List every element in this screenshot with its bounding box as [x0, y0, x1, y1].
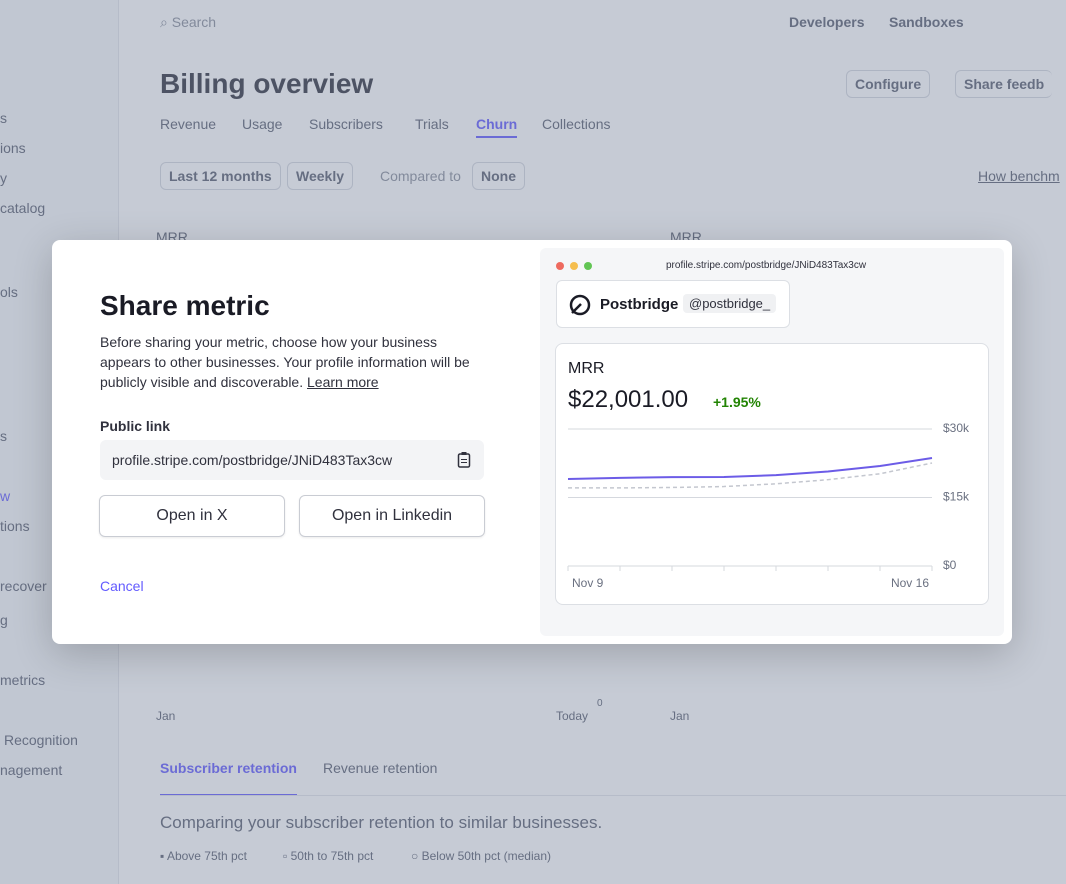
benchmark-link[interactable]: How benchm: [978, 168, 1060, 184]
y-tick-label: $0: [943, 558, 957, 572]
learn-more-link[interactable]: Learn more: [307, 374, 379, 390]
sidebar-item[interactable]: tions: [0, 518, 30, 534]
link-text: profile.stripe.com/postbridge/JNiD483Tax…: [112, 452, 393, 468]
window-dot: [570, 262, 578, 270]
open-linkedin-button[interactable]: Open in Linkedin: [299, 495, 485, 537]
modal-title: Share metric: [100, 290, 270, 321]
axis-label: Jan: [156, 709, 176, 723]
tab[interactable]: Collections: [542, 116, 611, 132]
tab[interactable]: Subscribers: [309, 116, 383, 132]
tab[interactable]: Revenue: [160, 116, 217, 132]
y-tick-label: $15k: [943, 490, 970, 504]
profile-card: Postbridge @postbridge_: [556, 280, 790, 328]
line-series: [567, 457, 933, 481]
tab[interactable]: Usage: [242, 116, 283, 132]
legend-item: ▪ Above 75th pct: [160, 849, 247, 863]
profile-handle: @postbridge_: [683, 294, 777, 313]
sidebar-item[interactable]: s: [0, 110, 7, 126]
preview-panel: profile.stripe.com/postbridge/JNiD483Tax…: [540, 248, 1004, 636]
retention-tab[interactable]: Revenue retention: [323, 760, 438, 776]
legend-text: 50th to 75th pct: [290, 849, 374, 863]
sidebar-item[interactable]: s: [0, 428, 7, 444]
axis-label: Jan: [670, 709, 690, 723]
window-dot: [556, 262, 564, 270]
metric-amount: $22,001.00: [568, 386, 689, 413]
window-dot: [584, 262, 592, 270]
sidebar-item[interactable]: y: [0, 170, 7, 186]
y-tick-label: $30k: [943, 421, 970, 435]
page-title: Billing overview: [160, 68, 374, 99]
search-text: Search: [171, 14, 217, 30]
compare-filter[interactable]: None: [472, 162, 525, 190]
share-modal: Share metric Before sharing your metric,…: [52, 240, 1012, 644]
axis-label: Today: [556, 709, 589, 723]
sidebar-item[interactable]: metrics: [0, 672, 46, 688]
range-filter[interactable]: Last 12 months: [160, 162, 281, 190]
nav-link[interactable]: Sandboxes: [889, 14, 964, 30]
open-x-button[interactable]: Open in X: [99, 495, 285, 537]
metric-card: MRR $22,001.00 +1.95%: [555, 343, 989, 605]
sidebar-item[interactable]: nagement: [0, 762, 63, 778]
sidebar-item[interactable]: ions: [0, 140, 26, 156]
tab[interactable]: Churn: [476, 116, 518, 138]
legend-text: Below 50th pct (median): [421, 849, 551, 863]
link-field[interactable]: profile.stripe.com/postbridge/JNiD483Tax…: [100, 440, 484, 480]
divider: [160, 795, 1066, 796]
retention-description: Comparing your subscriber retention to s…: [160, 813, 603, 832]
line-series: [568, 462, 933, 489]
interval-filter[interactable]: Weekly: [287, 162, 353, 190]
modal-description: Before sharing your metric, choose how y…: [100, 332, 480, 392]
feedback-button[interactable]: Share feedb: [955, 70, 1053, 98]
profile-name: Postbridge: [600, 296, 679, 313]
configure-button[interactable]: Configure: [846, 70, 931, 98]
copy-icon[interactable]: [457, 451, 471, 469]
logo: [569, 294, 591, 316]
sidebar-item[interactable]: ols: [0, 284, 18, 300]
sidebar-item[interactable]: Recognition: [4, 732, 78, 748]
legend-item: ○ Below 50th pct (median): [411, 849, 551, 863]
axis-label: 0: [597, 698, 603, 709]
field-label: Public link: [100, 418, 171, 434]
sidebar-item[interactable]: w: [0, 488, 11, 504]
x-tick-label: Nov 9: [572, 576, 604, 590]
metric-name: MRR: [568, 360, 605, 377]
address-bar: profile.stripe.com/postbridge/JNiD483Tax…: [666, 260, 867, 271]
compared-label: Compared to: [380, 168, 461, 184]
x-tick-label: Nov 16: [891, 576, 929, 590]
sidebar-item[interactable]: catalog: [0, 200, 46, 216]
metric-change: +1.95%: [713, 394, 761, 410]
legend-item: ▫ 50th to 75th pct: [283, 849, 374, 863]
legend-text: Above 75th pct: [166, 849, 247, 863]
description-text: Before sharing your metric, choose how y…: [100, 334, 470, 390]
sidebar-item[interactable]: recover: [0, 578, 47, 594]
nav-link[interactable]: Developers: [789, 14, 865, 30]
cancel-link[interactable]: Cancel: [100, 578, 144, 594]
search[interactable]: ⌕ Search: [160, 14, 217, 30]
tab[interactable]: Trials: [415, 116, 449, 132]
sidebar-item[interactable]: g: [0, 612, 8, 628]
